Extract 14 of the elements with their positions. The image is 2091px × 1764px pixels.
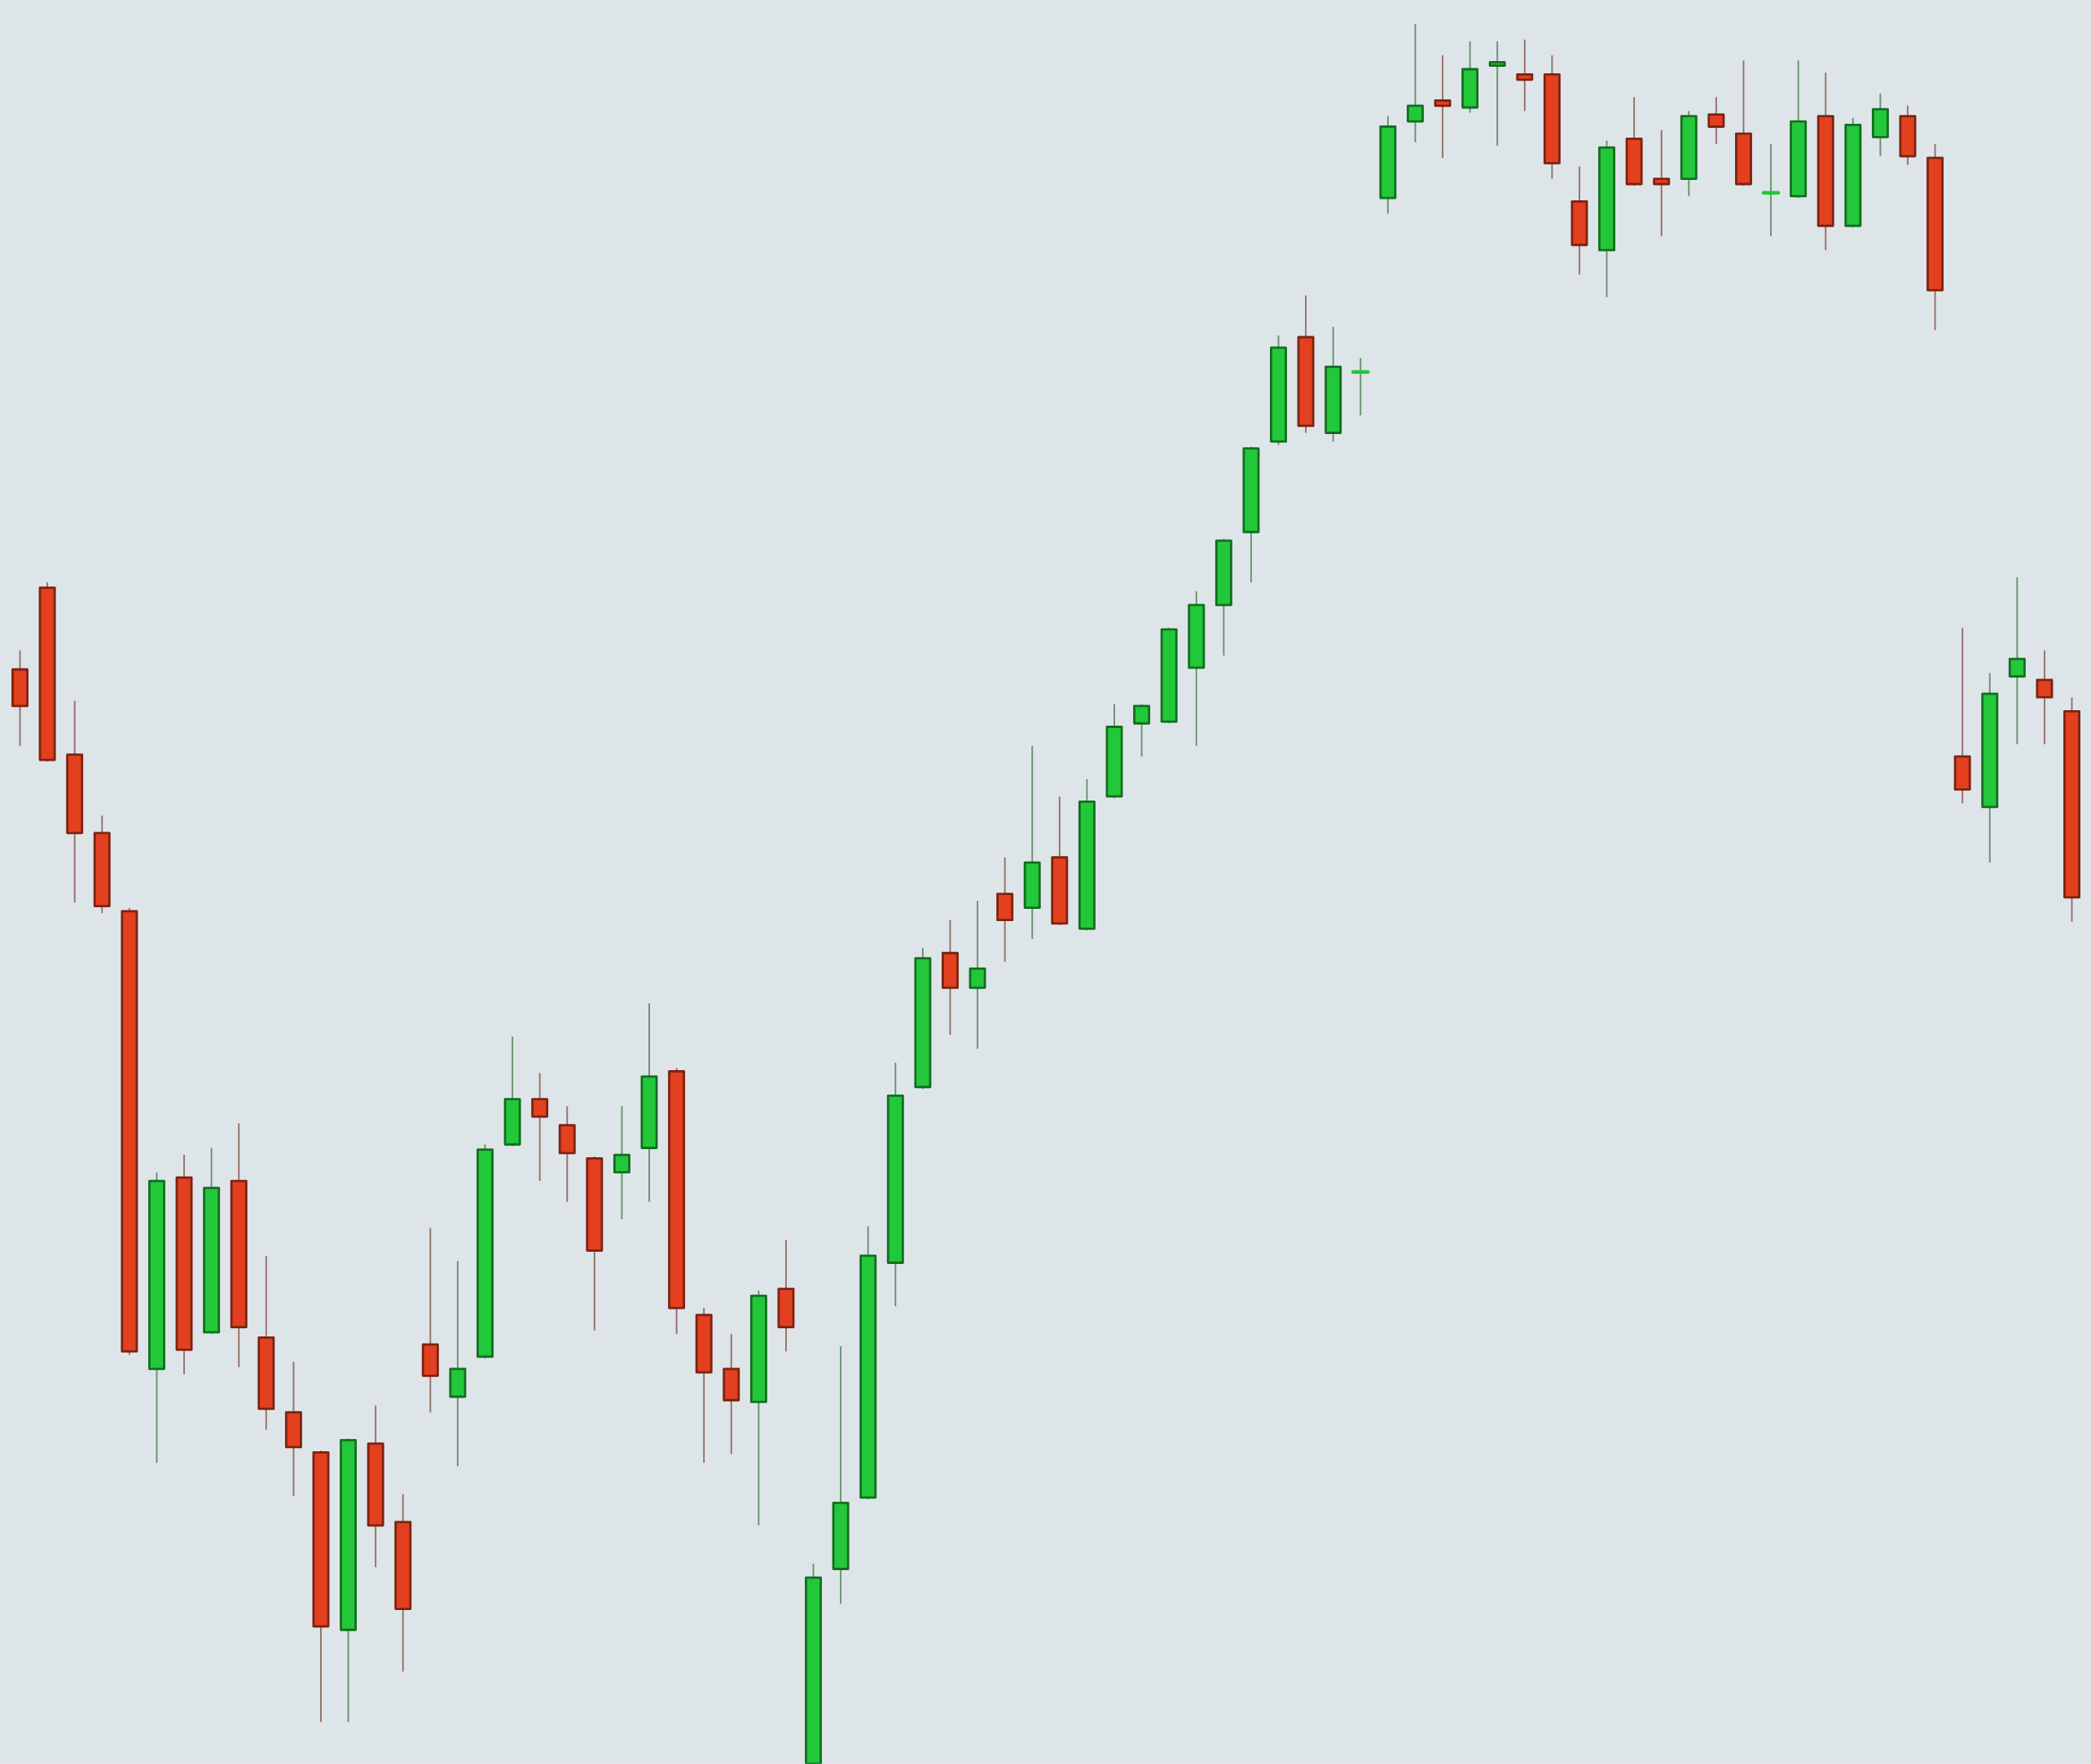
candlestick (2008, 576, 2026, 745)
candlestick (1707, 96, 1725, 145)
candlestick (531, 1072, 549, 1183)
candlestick (1761, 143, 1781, 238)
candlestick (1516, 38, 1534, 112)
candlestick (1351, 357, 1370, 417)
candlestick (1434, 55, 1452, 160)
candlestick (1488, 40, 1506, 147)
candlestick (969, 900, 986, 1050)
candlestick (2036, 649, 2054, 745)
candlestick (1133, 703, 1151, 757)
candlestick (613, 1105, 630, 1221)
candlestick (1406, 23, 1424, 143)
candlestick (1653, 129, 1671, 238)
